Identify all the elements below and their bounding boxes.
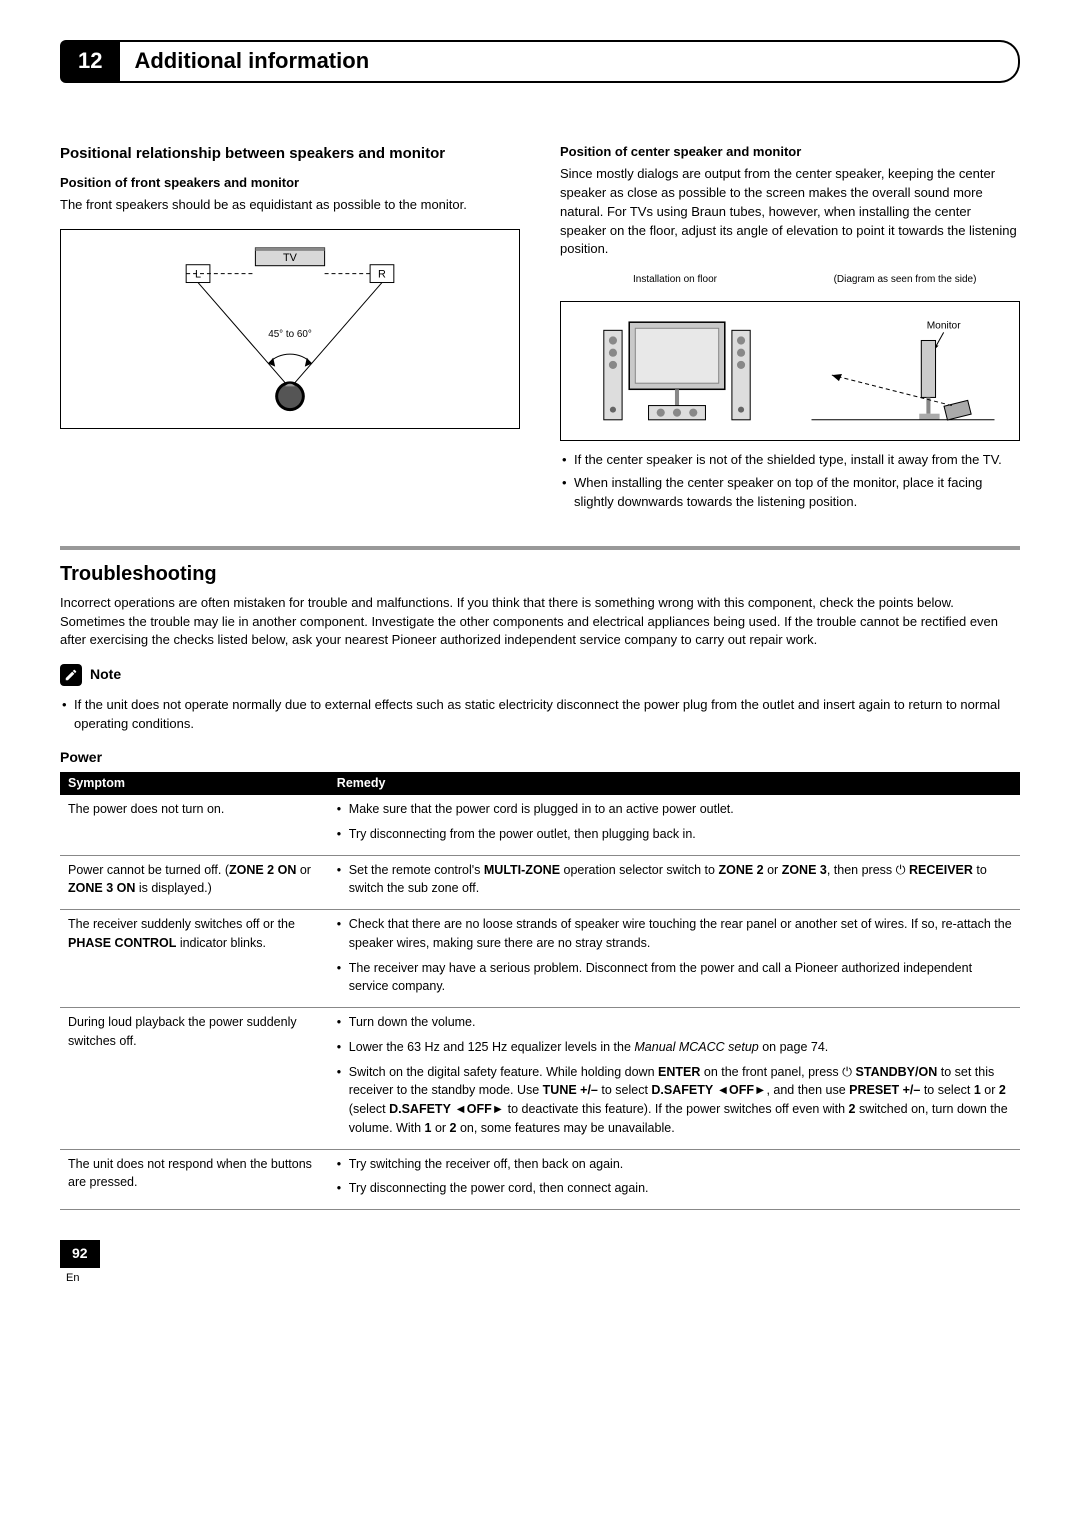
front-view	[569, 310, 785, 432]
front-speaker-diagram: TV L R 45° to 60°	[60, 229, 520, 429]
note-row: Note	[60, 664, 1020, 686]
remedy-item: Try disconnecting from the power outlet,…	[337, 825, 1012, 844]
remedy-cell: Turn down the volume. Lower the 63 Hz and…	[329, 1008, 1020, 1150]
remedy-item: Set the remote control's MULTI-ZONE oper…	[337, 861, 1012, 899]
bullet-item: If the center speaker is not of the shie…	[560, 451, 1020, 470]
table-row: During loud playback the power suddenly …	[60, 1008, 1020, 1150]
remedy-cell: Set the remote control's MULTI-ZONE oper…	[329, 855, 1020, 910]
remedy-item: Try switching the receiver off, then bac…	[337, 1155, 1012, 1174]
remedy-item: Check that there are no loose strands of…	[337, 915, 1012, 953]
power-heading: Power	[60, 748, 1020, 768]
monitor-label: Monitor	[927, 321, 961, 332]
page-footer: 92 En	[60, 1240, 1020, 1286]
center-speaker-bullets: If the center speaker is not of the shie…	[560, 451, 1020, 512]
caption-left: Installation on floor	[560, 273, 790, 287]
angle-label: 45° to 60°	[268, 329, 312, 340]
side-view: Monitor	[795, 310, 1011, 432]
table-row: Power cannot be turned off. (ZONE 2 ON o…	[60, 855, 1020, 910]
lang-label: En	[66, 1272, 79, 1284]
symptom-cell: The receiver suddenly switches off or th…	[60, 910, 329, 1008]
table-header-row: Symptom Remedy	[60, 772, 1020, 796]
left-column: Positional relationship between speakers…	[60, 143, 520, 516]
pencil-icon	[60, 664, 82, 686]
r-label: R	[378, 268, 386, 280]
symptom-cell: During loud playback the power suddenly …	[60, 1008, 329, 1150]
tv-label: TV	[283, 252, 298, 264]
bullet-item: When installing the center speaker on to…	[560, 474, 1020, 512]
remedy-cell: Try switching the receiver off, then bac…	[329, 1149, 1020, 1210]
remedy-item: Switch on the digital safety feature. Wh…	[337, 1063, 1012, 1138]
sub-heading: Position of center speaker and monitor	[560, 143, 1020, 161]
l-label: L	[195, 268, 201, 280]
section-divider	[60, 546, 1020, 550]
note-label: Note	[90, 665, 121, 685]
right-column: Position of center speaker and monitor S…	[560, 143, 1020, 516]
troubleshooting-heading: Troubleshooting	[60, 560, 1020, 588]
caption-right: (Diagram as seen from the side)	[790, 273, 1020, 287]
troubleshooting-table: Symptom Remedy The power does not turn o…	[60, 772, 1020, 1211]
troubleshooting-intro: Incorrect operations are often mistaken …	[60, 594, 1020, 651]
col-symptom: Symptom	[60, 772, 329, 796]
note-bullets: If the unit does not operate normally du…	[60, 696, 1020, 734]
caption-row: Installation on floor (Diagram as seen f…	[560, 273, 1020, 287]
remedy-item: Try disconnecting the power cord, then c…	[337, 1179, 1012, 1198]
chapter-header: 12 Additional information	[60, 40, 1020, 83]
table-row: The receiver suddenly switches off or th…	[60, 910, 1020, 1008]
col-remedy: Remedy	[329, 772, 1020, 796]
note-text: If the unit does not operate normally du…	[60, 696, 1020, 734]
section-heading: Positional relationship between speakers…	[60, 143, 520, 164]
remedy-item: Lower the 63 Hz and 125 Hz equalizer lev…	[337, 1038, 1012, 1057]
body-text: Since mostly dialogs are output from the…	[560, 165, 1020, 259]
front-speaker-svg: TV L R 45° to 60°	[71, 240, 509, 418]
symptom-cell: The power does not turn on.	[60, 795, 329, 855]
table-row: The power does not turn on. Make sure tha…	[60, 795, 1020, 855]
remedy-cell: Make sure that the power cord is plugged…	[329, 795, 1020, 855]
speaker-position-section: Positional relationship between speakers…	[60, 143, 1020, 516]
page-number: 92	[60, 1240, 100, 1268]
body-text: The front speakers should be as equidist…	[60, 196, 520, 215]
center-speaker-diagram: Monitor	[560, 301, 1020, 441]
remedy-item: The receiver may have a serious problem.…	[337, 959, 1012, 997]
remedy-cell: Check that there are no loose strands of…	[329, 910, 1020, 1008]
table-row: The unit does not respond when the butto…	[60, 1149, 1020, 1210]
sub-heading: Position of front speakers and monitor	[60, 174, 520, 192]
symptom-cell: Power cannot be turned off. (ZONE 2 ON o…	[60, 855, 329, 910]
chapter-title: Additional information	[120, 40, 1020, 83]
remedy-item: Turn down the volume.	[337, 1013, 1012, 1032]
remedy-item: Make sure that the power cord is plugged…	[337, 800, 1012, 819]
chapter-number: 12	[60, 40, 120, 83]
symptom-cell: The unit does not respond when the butto…	[60, 1149, 329, 1210]
